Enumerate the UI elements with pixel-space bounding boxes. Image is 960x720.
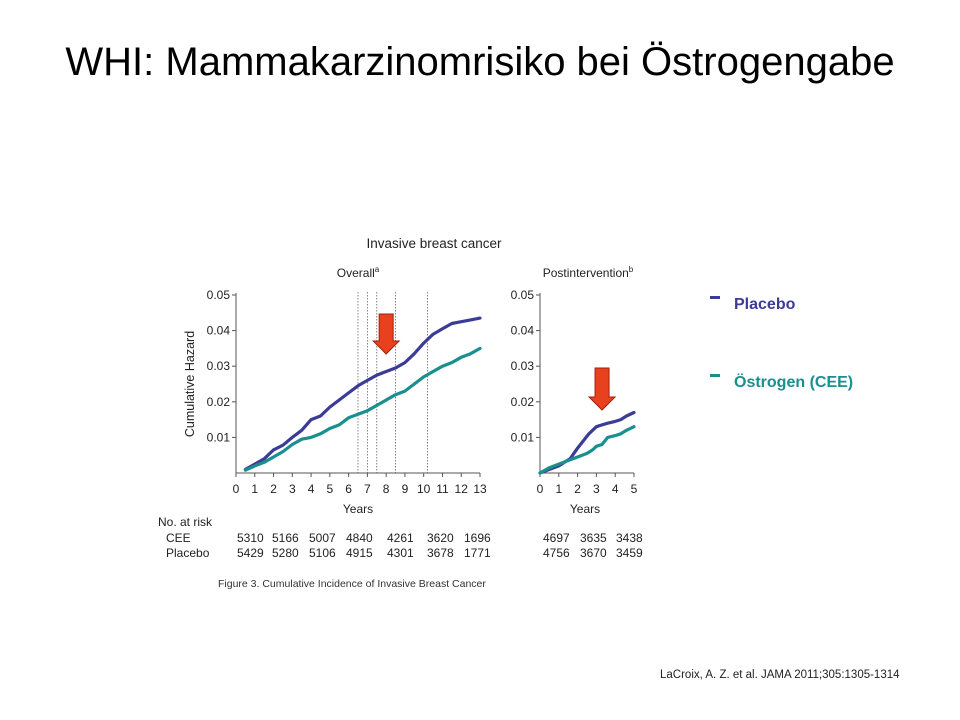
risk-table-header: No. at risk: [158, 515, 213, 529]
panel-2-x-tick-label: 1: [555, 482, 562, 496]
panel-1-y-tick-label: 0.02: [207, 395, 231, 409]
risk-row-label-cee: CEE: [166, 531, 191, 545]
panel-2-placebo-series-line: [538, 410, 636, 475]
panel-2-x-tick-label: 0: [537, 482, 544, 496]
chart-title: Invasive breast cancer: [366, 236, 502, 251]
panel-2-risk-placebo-value: 3459: [616, 546, 643, 560]
panel-1-y-tick-label: 0.03: [207, 359, 231, 373]
panel-1-cee-series-line: [243, 346, 482, 472]
panel-1-risk-placebo-value: 5429: [237, 546, 264, 560]
panel-1-risk-placebo-value: 5106: [309, 546, 336, 560]
panel-1-title: Overalla: [337, 265, 380, 280]
panel-1-risk-placebo-value: 4301: [387, 546, 414, 560]
panel-2-risk-cee-value: 3438: [616, 531, 643, 545]
panel-1-risk-cee-value: 4840: [346, 531, 373, 545]
panel-2-risk-placebo-value: 3670: [580, 546, 607, 560]
panel-1-x-tick-label: 9: [402, 482, 409, 496]
panel-1-risk-placebo-value: 5280: [272, 546, 299, 560]
panel-2-y-tick-label: 0.01: [511, 430, 535, 444]
panel-1-x-tick-label: 3: [289, 482, 296, 496]
panel-2-x-axis-label: Years: [570, 502, 600, 516]
panel-1-placebo-series-line: [243, 316, 482, 471]
legend-cee: Östrogen (CEE): [710, 374, 853, 392]
panel-1-x-tick-label: 2: [270, 482, 277, 496]
panel-2-y-tick-label: 0.04: [511, 324, 535, 338]
panel-2-cee-series-line: [538, 425, 636, 475]
panel-1-risk-cee-value: 1696: [464, 531, 491, 545]
panel-1-x-tick-label: 5: [327, 482, 334, 496]
panel-1-risk-placebo-value: 4915: [346, 546, 373, 560]
panel-1-y-tick-label: 0.04: [207, 324, 231, 338]
panel-2-y-tick-label: 0.03: [511, 359, 535, 373]
panel-2-risk-placebo-value: 4756: [543, 546, 570, 560]
panel-2-x-tick-label: 4: [612, 482, 619, 496]
panel-1-x-tick-label: 4: [308, 482, 315, 496]
panel-1-x-axis-label: Years: [343, 502, 373, 516]
panel-1-x-tick-label: 13: [473, 482, 487, 496]
panel-1-risk-cee-value: 5310: [237, 531, 264, 545]
panel-1-risk-cee-value: 5166: [272, 531, 299, 545]
panel-2-highlight-arrow: [587, 367, 617, 411]
slide-title: WHI: Mammakarzinomrisiko bei Östrogengab…: [65, 40, 895, 84]
y-axis-label: Cumulative Hazard: [183, 331, 197, 437]
panel-1-highlight-arrow: [371, 313, 401, 355]
panel-1-risk-cee-value: 5007: [309, 531, 336, 545]
panel-1-x-tick-label: 7: [364, 482, 371, 496]
placebo-legend-marker: [710, 296, 720, 300]
panel-2-y-tick-label: 0.02: [511, 395, 535, 409]
panel-2-x-tick-label: 2: [574, 482, 581, 496]
panel-1-x-tick-label: 1: [251, 482, 258, 496]
panel-2-risk-cee-value: 4697: [543, 531, 570, 545]
panel-1-x-tick-label: 0: [233, 482, 240, 496]
panel-1-risk-placebo-value: 3678: [427, 546, 454, 560]
panel-2-x-tick-label: 5: [631, 482, 638, 496]
panel-1-x-tick-label: 11: [436, 482, 449, 496]
panel-2-risk-cee-value: 3635: [580, 531, 607, 545]
panel-1-x-tick-label: 12: [455, 482, 469, 496]
panel-2-title: Postinterventionb: [543, 265, 634, 280]
panel-1-x-tick-label: 8: [383, 482, 390, 496]
panel-1-risk-placebo-value: 1771: [464, 546, 491, 560]
legend-placebo-label: Placebo: [734, 296, 796, 313]
legend-cee-label: Östrogen (CEE): [734, 374, 854, 391]
panel-1-y-tick-label: 0.01: [207, 430, 231, 444]
panel-1-y-tick-label: 0.05: [207, 288, 231, 302]
legend-placebo: Placebo: [710, 296, 795, 314]
panel-1-risk-cee-value: 4261: [387, 531, 414, 545]
panel-2-y-tick-label: 0.05: [511, 288, 535, 302]
reference-citation: LaCroix, A. Z. et al. JAMA 2011;305:1305…: [660, 669, 900, 681]
panel-1-x-tick-label: 10: [417, 482, 431, 496]
panel-1-x-tick-label: 6: [345, 482, 352, 496]
figure-caption: Figure 3. Cumulative Incidence of Invasi…: [218, 578, 486, 590]
cee-legend-marker: [710, 374, 720, 378]
panel-1-risk-cee-value: 3620: [427, 531, 454, 545]
panel-2-x-tick-label: 3: [593, 482, 600, 496]
risk-row-label-placebo: Placebo: [166, 546, 210, 560]
